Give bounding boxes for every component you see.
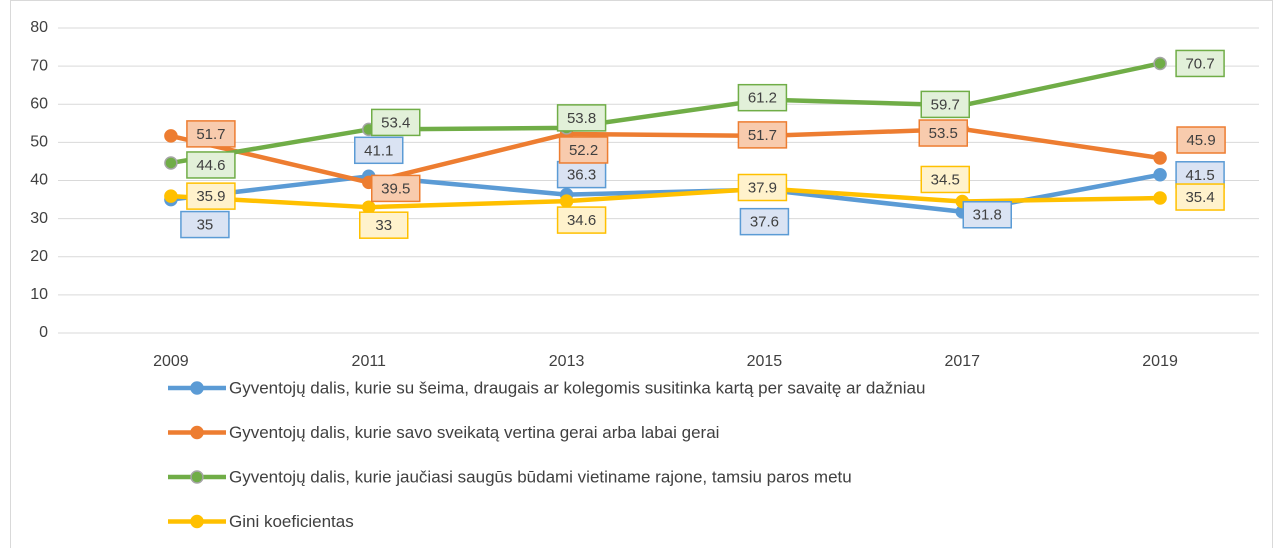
point [559, 194, 574, 208]
data-label-box [920, 90, 970, 119]
legend-marker [190, 514, 204, 529]
x-tick-label: 2015 [747, 353, 783, 370]
data-label-box [556, 104, 607, 132]
y-tick-label: 60 [30, 95, 48, 112]
x-tick-label: 2011 [352, 353, 387, 370]
data-label-box [180, 210, 230, 239]
legend-label: Gyventojų dalis, kurie su šeima, draugai… [229, 378, 925, 397]
y-tick-label: 70 [30, 57, 48, 74]
y-tick-label: 20 [30, 248, 48, 265]
x-tick-label: 2013 [549, 353, 585, 370]
point [1153, 56, 1167, 71]
point [164, 156, 178, 170]
data-label: 59.7 [931, 96, 960, 113]
data-label: 31.8 [973, 207, 1002, 224]
legend-marker [190, 470, 204, 484]
data-label: 37.9 [748, 179, 777, 196]
data-label-box [737, 121, 788, 149]
data-label: 53.4 [381, 114, 410, 131]
data-label-box [186, 120, 236, 148]
y-tick-label: 0 [39, 324, 48, 341]
data-label-box [962, 201, 1012, 229]
y-tick-label: 80 [30, 19, 48, 36]
data-label: 34.6 [567, 212, 596, 229]
data-label: 35.4 [1185, 189, 1214, 206]
data-label-box [737, 173, 788, 202]
data-label-box [371, 174, 421, 203]
data-label-box [186, 151, 236, 179]
data-label: 37.6 [750, 214, 779, 231]
data-label: 45.9 [1186, 132, 1215, 149]
data-label: 51.7 [196, 126, 225, 143]
y-tick-label: 50 [30, 134, 48, 151]
data-label: 53.5 [929, 125, 958, 142]
data-label: 39.5 [381, 180, 410, 197]
point [1153, 191, 1167, 205]
data-label: 52.2 [569, 142, 598, 159]
series-line [170, 61, 1161, 166]
point [1153, 168, 1167, 182]
x-tick-label: 2009 [153, 353, 189, 370]
data-label-box [920, 165, 970, 194]
data-label-box [359, 211, 409, 239]
point [362, 200, 376, 214]
data-label-box [1176, 126, 1226, 154]
point [1153, 151, 1167, 165]
data-label: 53.8 [567, 110, 596, 127]
legend-label: Gini koeficientas [229, 512, 354, 531]
data-label: 33 [375, 217, 392, 234]
y-tick-label: 30 [30, 210, 48, 227]
data-label: 41.1 [364, 142, 393, 159]
legend-label: Gyventojų dalis, kurie savo sveikatą ver… [229, 423, 719, 442]
series-line [170, 126, 1161, 185]
x-tick-label: 2017 [944, 353, 980, 370]
data-label-box [737, 83, 788, 112]
data-label: 41.5 [1185, 167, 1214, 184]
chart-frame [10, 0, 1273, 548]
data-label: 34.5 [931, 171, 960, 188]
series-line [170, 186, 1161, 210]
data-label: 35.9 [196, 188, 225, 205]
data-label-box [186, 182, 236, 210]
data-label: 61.2 [748, 90, 777, 107]
point [164, 129, 178, 143]
data-label-box [371, 108, 421, 137]
data-label-box [354, 136, 404, 165]
y-tick-label: 40 [30, 172, 48, 189]
point [164, 189, 178, 203]
legend-marker [190, 425, 204, 440]
data-label-box [1175, 49, 1225, 78]
data-label-box [556, 206, 607, 234]
y-tick-label: 10 [30, 286, 48, 303]
data-label: 35 [197, 217, 214, 234]
x-tick-label: 2019 [1142, 353, 1178, 370]
legend-label: Gyventojų dalis, kurie jaučiasi saugūs b… [229, 467, 852, 486]
legend-marker [190, 381, 204, 395]
data-label: 36.3 [567, 167, 596, 184]
data-label: 70.7 [1185, 55, 1214, 72]
data-label-box [556, 160, 607, 189]
data-label: 51.7 [748, 127, 777, 144]
data-label-box [558, 136, 609, 164]
data-label-box [918, 119, 968, 147]
data-label-box [739, 207, 790, 236]
data-label: 44.6 [196, 157, 225, 174]
data-label-box [1175, 183, 1225, 211]
